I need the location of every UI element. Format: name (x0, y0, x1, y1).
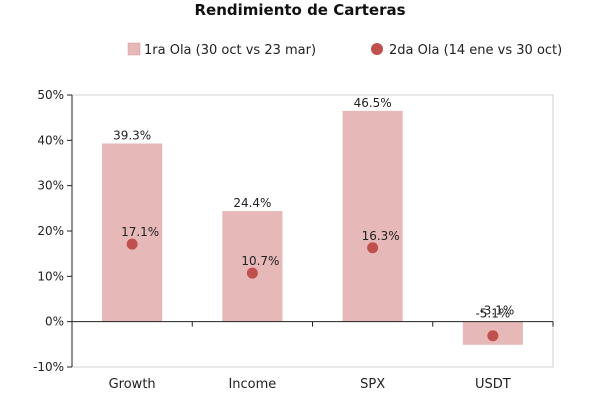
legend: 1ra Ola (30 oct vs 23 mar) 2da Ola (14 e… (127, 42, 562, 58)
point-spx (367, 242, 379, 254)
y-tick-label: 0% (45, 315, 64, 329)
y-tick-label: -10% (33, 360, 64, 374)
bars (102, 110, 523, 345)
legend-swatch-point (371, 43, 383, 55)
bar-value-label: 39.3% (113, 129, 151, 143)
data-labels: 39.3% 24.4% 46.5% -5.1% 17.1% 10.7% 16.3% -3.1% (113, 96, 514, 321)
legend-label-series-2: 2da Ola (14 ene vs 30 oct) (389, 43, 562, 58)
bar-growth (102, 143, 163, 322)
y-tick-label: 30% (37, 179, 64, 193)
category-label: USDT (475, 377, 511, 392)
category-label: Growth (109, 377, 156, 392)
bar-income (222, 211, 283, 322)
category-label: SPX (360, 377, 385, 392)
legend-swatch-bar (127, 42, 141, 56)
point-usdt (487, 330, 499, 342)
point-value-label: -3.1% (479, 304, 514, 318)
legend-label-series-1: 1ra Ola (30 oct vs 23 mar) (144, 43, 316, 58)
y-axis: -10% 0% 10% 20% 30% 40% 50% (33, 88, 73, 374)
points (126, 238, 499, 342)
point-value-label: 10.7% (241, 254, 279, 268)
point-growth (126, 238, 138, 250)
x-axis (71, 321, 554, 327)
bar-value-label: -5.1% (475, 307, 510, 321)
bar-value-label: 46.5% (354, 96, 392, 110)
bar-spx (342, 110, 403, 322)
chart-title: Rendimiento de Carteras (194, 1, 405, 19)
category-label: Income (228, 377, 276, 392)
point-value-label: 17.1% (121, 225, 159, 239)
category-labels: Growth Income SPX USDT (109, 377, 511, 392)
bar-value-label: 24.4% (233, 196, 271, 210)
point-income (246, 267, 258, 279)
y-tick-label: 10% (37, 269, 64, 283)
y-tick-label: 40% (37, 133, 64, 147)
point-value-label: 16.3% (362, 229, 400, 243)
y-tick-label: 50% (37, 88, 64, 102)
y-tick-label: 20% (37, 224, 64, 238)
